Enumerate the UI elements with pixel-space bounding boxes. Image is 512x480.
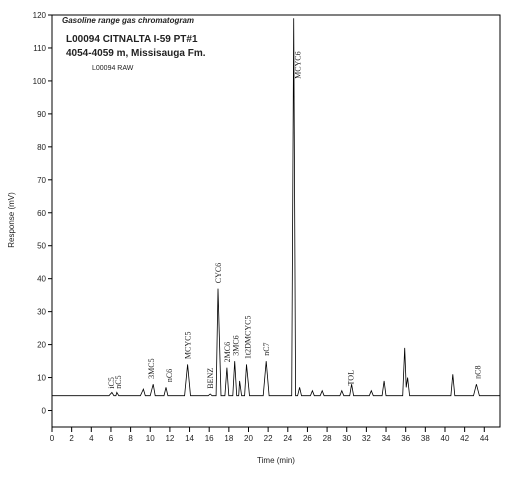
peak-label: nC8	[473, 366, 482, 379]
x-tick-label: 10	[146, 434, 155, 443]
x-tick-label: 6	[109, 434, 114, 443]
peak-label: 2MC6	[223, 342, 232, 362]
x-tick-label: 24	[283, 434, 292, 443]
x-tick-label: 38	[421, 434, 430, 443]
x-tick-label: 44	[480, 434, 489, 443]
peak-label: TOL	[347, 370, 356, 386]
y-tick-label: 40	[37, 275, 46, 284]
x-tick-label: 2	[69, 434, 74, 443]
x-tick-label: 0	[50, 434, 55, 443]
chart-title: Gasoline range gas chromatogram	[62, 16, 194, 25]
x-tick-label: 34	[382, 434, 391, 443]
y-axis-label: Response (mV)	[7, 192, 16, 248]
peak-label: MCYC6	[294, 51, 303, 79]
trace-label: L00094 RAW	[92, 65, 134, 72]
x-tick-label: 36	[401, 434, 410, 443]
peak-label: 3MC6	[232, 335, 241, 355]
x-tick-label: 4	[89, 434, 94, 443]
x-tick-label: 12	[165, 434, 174, 443]
y-tick-label: 110	[33, 44, 46, 53]
peak-label: nC7	[262, 342, 271, 355]
x-tick-label: 8	[128, 434, 133, 443]
x-tick-label: 28	[323, 434, 332, 443]
x-tick-label: 30	[342, 434, 351, 443]
trace	[52, 18, 500, 397]
y-tick-label: 100	[33, 77, 47, 86]
peak-label: BENZ	[206, 368, 215, 389]
x-tick-label: 18	[224, 434, 233, 443]
subtitle: 4054-4059 m, Missisauga Fm.	[66, 48, 206, 59]
x-axis-label: Time (min)	[257, 456, 295, 465]
subtitle: L00094 CITNALTA I-59 PT#1	[66, 34, 198, 45]
peak-label: 3MC5	[147, 358, 156, 378]
peak-label: iC5	[107, 377, 116, 389]
y-tick-label: 50	[37, 242, 46, 251]
y-tick-label: 60	[37, 209, 46, 218]
x-tick-label: 16	[205, 434, 214, 443]
x-tick-label: 20	[244, 434, 253, 443]
x-tick-label: 14	[185, 434, 194, 443]
plot-frame	[51, 14, 501, 428]
y-tick-label: 30	[37, 308, 46, 317]
y-tick-label: 90	[37, 110, 46, 119]
x-tick-label: 42	[460, 434, 469, 443]
x-tick-label: 26	[303, 434, 312, 443]
peak-label: 1t2DMCYC5	[244, 316, 253, 360]
x-tick-label: 40	[441, 434, 450, 443]
peak-label: MCYC5	[184, 332, 193, 360]
y-tick-label: 20	[37, 341, 46, 350]
peak-label: nC6	[165, 369, 174, 382]
y-tick-label: 10	[37, 374, 46, 383]
x-tick-label: 32	[362, 434, 371, 443]
y-tick-label: 0	[42, 407, 47, 416]
y-tick-label: 70	[37, 176, 46, 185]
peak-label: CYC6	[214, 263, 223, 283]
y-tick-label: 120	[33, 11, 47, 20]
x-tick-label: 22	[264, 434, 273, 443]
peak-label: nC5	[114, 375, 123, 388]
y-tick-label: 80	[37, 143, 46, 152]
